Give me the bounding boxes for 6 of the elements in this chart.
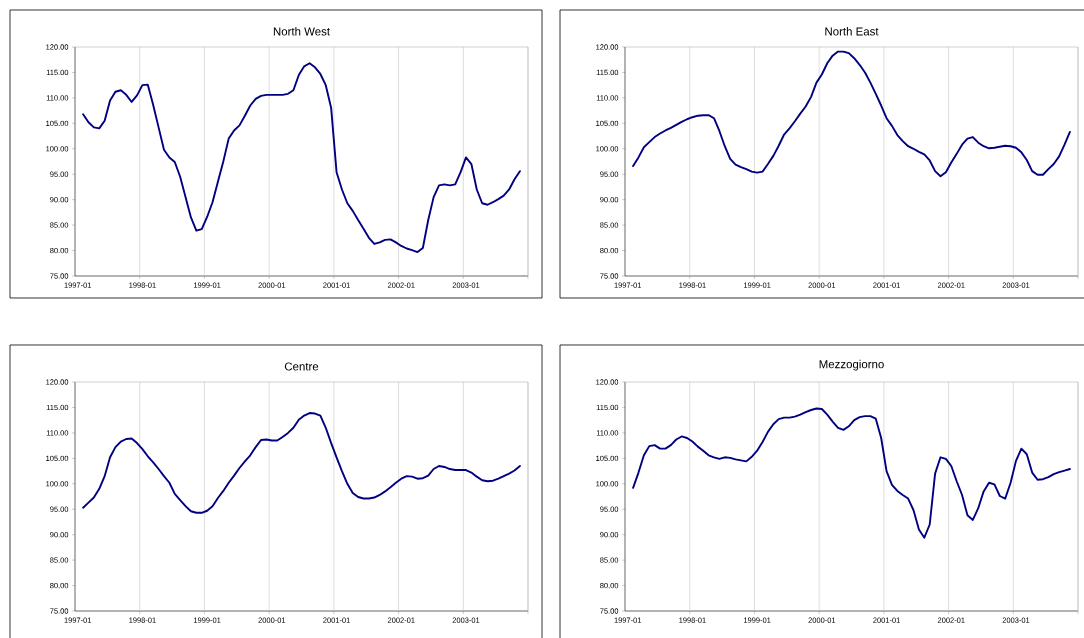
chart-title: North East (825, 27, 879, 36)
chart-title: Mezzogiorno (819, 359, 884, 371)
chart-title: North West (273, 27, 330, 36)
line-series (632, 407, 1071, 539)
chart-title: Centre (284, 362, 319, 371)
line-series (632, 50, 1071, 178)
